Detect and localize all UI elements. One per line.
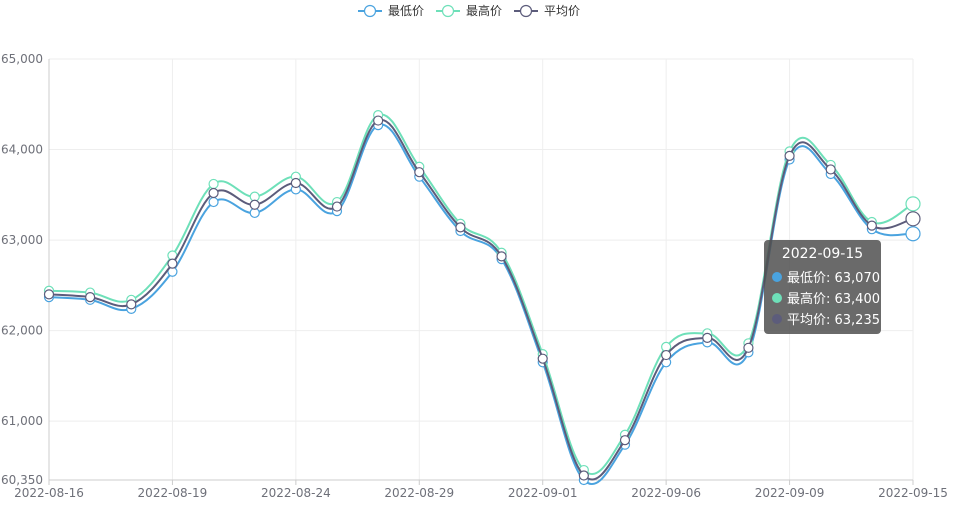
data-point-low — [905, 226, 921, 242]
tooltip-title: 2022-09-15 — [781, 246, 864, 262]
data-point-avg — [496, 251, 507, 262]
tooltip-dot-avg — [772, 313, 782, 324]
chart-tooltip: 2022-09-15 最低价: 63,070 最高价: 63,400 平均价: … — [764, 240, 881, 334]
y-tick-label: 65,000 — [1, 52, 43, 66]
data-point-high — [208, 178, 219, 190]
data-point-low — [208, 196, 219, 208]
tooltip-label-avg: 平均价: 63,235 — [787, 313, 880, 328]
tooltip-label-low: 最低价: 63,070 — [787, 271, 880, 286]
x-tick-label: 2022-09-09 — [755, 486, 825, 500]
y-tick-label: 61,000 — [1, 414, 43, 428]
data-point-avg — [866, 220, 877, 231]
data-point-avg — [825, 164, 836, 175]
data-point-avg — [537, 353, 548, 364]
legend-item-low: 最低价 — [358, 4, 424, 18]
data-point-avg — [167, 258, 178, 269]
data-point-avg — [784, 150, 795, 161]
x-tick-label: 2022-08-24 — [261, 486, 331, 500]
x-tick-label: 2022-08-19 — [138, 486, 208, 500]
tooltip-row-avg: 平均价: 63,235 — [772, 308, 880, 329]
y-tick-label: 64,000 — [1, 143, 43, 157]
data-point-avg — [661, 349, 672, 361]
tooltip-dot-low — [772, 271, 782, 282]
y-tick-label: 60,350 — [1, 473, 43, 487]
x-tick-label: 2022-08-29 — [384, 486, 454, 500]
legend-marker — [441, 4, 455, 18]
data-point-avg — [455, 222, 466, 233]
data-point-avg — [373, 115, 384, 126]
tooltip-row-low: 最低价: 63,070 — [772, 266, 880, 287]
legend-item-avg: 平均价 — [514, 4, 580, 18]
data-point-high — [905, 196, 921, 212]
legend-label: 最高价 — [466, 3, 502, 18]
x-tick-label: 2022-09-06 — [631, 486, 701, 500]
data-point-avg — [208, 187, 219, 199]
data-point-avg — [414, 167, 425, 178]
data-point-avg — [85, 292, 96, 303]
x-tick-label: 2022-09-15 — [878, 486, 948, 500]
data-point-avg — [249, 199, 260, 210]
data-point-avg — [743, 342, 754, 353]
legend-label: 平均价 — [544, 4, 580, 18]
data-point-avg — [905, 211, 921, 227]
legend-label: 最低价 — [388, 4, 424, 18]
y-tick-label: 62,000 — [1, 324, 43, 338]
tooltip-label-high: 最高价: 63,400 — [787, 292, 880, 307]
x-tick-label: 2022-08-16 — [14, 486, 84, 500]
legend-item-high: 最高价 — [436, 3, 502, 18]
legend-marker — [363, 4, 377, 18]
x-tick-label: 2022-09-01 — [508, 486, 578, 500]
data-point-avg — [578, 470, 589, 481]
y-tick-label: 63,000 — [1, 233, 43, 247]
data-point-avg — [331, 201, 343, 212]
data-point-avg — [702, 332, 713, 343]
data-point-avg — [290, 177, 301, 189]
data-point-avg — [43, 289, 55, 300]
legend-marker — [519, 4, 533, 18]
tooltip-row-high: 最高价: 63,400 — [772, 287, 880, 308]
data-point-avg — [619, 435, 631, 446]
data-point-avg — [126, 299, 137, 310]
tooltip-dot-high — [772, 292, 782, 303]
